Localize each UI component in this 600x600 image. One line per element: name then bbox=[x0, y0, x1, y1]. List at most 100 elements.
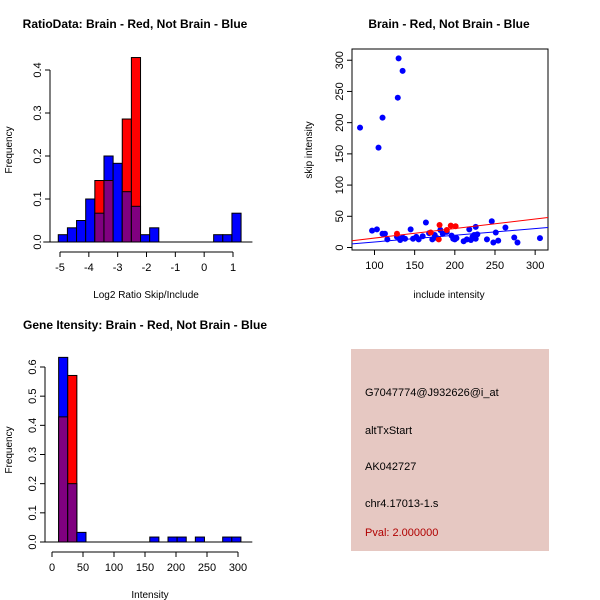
plot-box bbox=[351, 48, 549, 251]
overlap-bar bbox=[130, 205, 142, 243]
blue-point bbox=[488, 218, 495, 225]
blue-point bbox=[536, 235, 543, 242]
y-tick-label: 0.6 bbox=[27, 359, 39, 374]
blue-point bbox=[514, 239, 521, 246]
x-tick-label: -4 bbox=[84, 262, 94, 274]
red-point bbox=[447, 222, 454, 229]
blue-point bbox=[394, 94, 401, 101]
y-axis-label: Frequency bbox=[4, 126, 15, 173]
y-tick-label: 0.5 bbox=[27, 389, 39, 404]
x-tick-label: 50 bbox=[77, 562, 89, 574]
blue-point bbox=[375, 144, 382, 151]
red-fit-line bbox=[351, 216, 549, 242]
red-point bbox=[436, 222, 443, 229]
blue-point bbox=[369, 227, 376, 234]
red-point bbox=[427, 229, 434, 236]
accession: AK042727 bbox=[365, 461, 416, 473]
info-panel-background bbox=[351, 349, 549, 551]
blue-bar bbox=[66, 227, 78, 243]
x-tick-label: 100 bbox=[365, 260, 383, 272]
x-tick-label: 300 bbox=[526, 260, 544, 272]
chart-title: Gene Itensity: Brain - Red, Not Brain - … bbox=[23, 318, 267, 332]
red-point bbox=[435, 236, 442, 243]
x-axis-label: Intensity bbox=[131, 590, 168, 600]
blue-point bbox=[379, 114, 386, 121]
x-tick-label: 150 bbox=[136, 562, 154, 574]
blue-bar bbox=[76, 531, 87, 543]
ratio-histogram: 0.0 0.1 0.2 0.3 0.4 -5 -4 -3 -2 -1 0 1 RatioData: Br… bbox=[4, 17, 253, 301]
x-tick-label: 0 bbox=[49, 562, 55, 574]
y-tick-label: 0.2 bbox=[32, 148, 44, 163]
blue-point bbox=[381, 230, 388, 237]
y-tick-label: 0 bbox=[334, 244, 346, 250]
y-tick-label: 200 bbox=[334, 113, 346, 131]
blue-bar bbox=[167, 536, 178, 543]
blue-bar bbox=[213, 234, 224, 243]
x-tick-label: -2 bbox=[142, 262, 152, 274]
blue-bar bbox=[57, 234, 68, 243]
x-tick-label: 250 bbox=[198, 562, 216, 574]
blue-point bbox=[474, 231, 481, 238]
blue-point bbox=[483, 236, 490, 243]
chart-title: RatioData: Brain - Red, Not Brain - Blue bbox=[23, 17, 248, 31]
y-tick-label: 0.3 bbox=[32, 105, 44, 120]
y-tick-label: 0.1 bbox=[32, 191, 44, 206]
x-tick-label: 0 bbox=[201, 262, 207, 274]
blue-point bbox=[373, 226, 380, 233]
x-tick-label: 150 bbox=[405, 260, 423, 272]
blue-point bbox=[490, 239, 497, 246]
y-tick-label: 0.1 bbox=[27, 505, 39, 520]
x-axis-label: Log2 Ratio Skip/Include bbox=[93, 290, 199, 301]
blue-point bbox=[466, 226, 473, 233]
blue-point bbox=[407, 226, 414, 233]
x-tick-label: -5 bbox=[55, 262, 65, 274]
blue-point bbox=[502, 224, 509, 231]
x-tick-label: 300 bbox=[229, 562, 247, 574]
chart-title: Brain - Red, Not Brain - Blue bbox=[368, 17, 530, 31]
y-axis-label: skip intensity bbox=[304, 121, 315, 178]
y-tick-label: 100 bbox=[334, 176, 346, 194]
y-tick-label: 50 bbox=[334, 210, 346, 222]
x-tick-label: 250 bbox=[486, 260, 504, 272]
y-tick-label: 0.4 bbox=[32, 62, 44, 77]
x-tick-label: 1 bbox=[230, 262, 236, 274]
info-panel: G7047774@J932626@i_at altTxStart AK04272… bbox=[351, 349, 549, 551]
x-axis-label: include intensity bbox=[413, 290, 484, 301]
blue-point bbox=[492, 229, 499, 236]
y-tick-label: 150 bbox=[334, 145, 346, 163]
blue-point bbox=[429, 236, 436, 243]
blue-bar bbox=[231, 212, 242, 243]
intensity-histogram: 0.0 0.1 0.2 0.3 0.4 0.5 0.6 0 50 100 150 200 250 300 G… bbox=[4, 318, 267, 600]
blue-point bbox=[357, 124, 364, 131]
blue-bar bbox=[85, 198, 96, 243]
x-tick-label: 100 bbox=[105, 562, 123, 574]
blue-bar bbox=[231, 536, 242, 543]
x-tick-label: 200 bbox=[167, 562, 185, 574]
blue-bar bbox=[149, 227, 160, 243]
y-tick-label: 0.0 bbox=[27, 534, 39, 549]
intensity-scatter: 0 50 100 150 200 250 300 100 150 200 250 300 Brain -… bbox=[304, 17, 549, 301]
blue-point bbox=[395, 55, 402, 62]
y-tick-label: 0.4 bbox=[27, 418, 39, 433]
y-axis-label: Frequency bbox=[4, 426, 15, 473]
blue-bar bbox=[149, 536, 160, 543]
event-type: altTxStart bbox=[365, 425, 412, 437]
blue-bar bbox=[222, 536, 233, 543]
blue-bar bbox=[112, 162, 123, 243]
overlap-bar bbox=[67, 483, 78, 543]
blue-fit-line bbox=[351, 227, 549, 245]
overlap-bar bbox=[94, 212, 105, 243]
blue-bar bbox=[140, 234, 151, 243]
y-tick-label: 0.3 bbox=[27, 447, 39, 462]
blue-point bbox=[402, 235, 409, 242]
blue-bar bbox=[176, 536, 187, 543]
blue-point bbox=[422, 219, 429, 226]
x-tick-label: 200 bbox=[446, 260, 464, 272]
blue-point bbox=[453, 235, 460, 242]
blue-point bbox=[511, 234, 518, 241]
blue-bar bbox=[194, 536, 205, 543]
x-tick-label: -3 bbox=[113, 262, 123, 274]
pval-text: Pval: 2.000000 bbox=[365, 527, 438, 539]
y-tick-label: 0.0 bbox=[32, 234, 44, 249]
